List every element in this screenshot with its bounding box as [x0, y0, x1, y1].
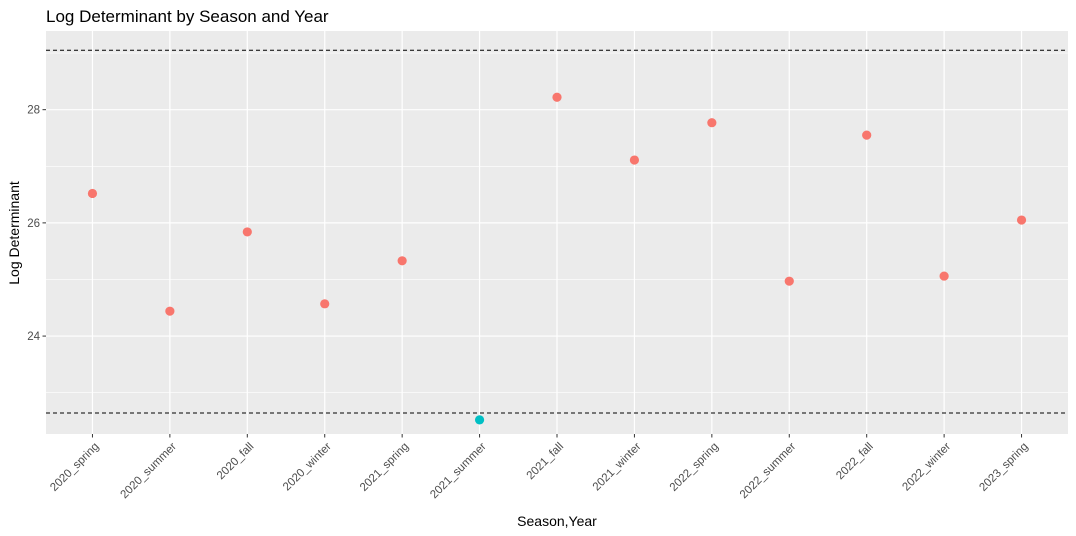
- y-axis: 24 26 28: [27, 105, 46, 343]
- data-points: [87, 92, 1027, 425]
- x-tick-label: 2022_summer: [738, 441, 799, 502]
- data-point: [707, 118, 717, 128]
- x-tick-label: 2022_fall: [834, 441, 875, 482]
- y-tick-label: 26: [27, 218, 40, 230]
- x-tick-label: 2021_winter: [591, 441, 644, 494]
- x-tick-label: 2022_winter: [900, 441, 953, 494]
- x-tick-label: 2020_summer: [119, 441, 180, 502]
- data-point: [862, 130, 872, 140]
- x-tick-label: 2020_spring: [48, 441, 101, 494]
- data-point: [242, 227, 252, 237]
- data-point: [629, 155, 640, 165]
- reference-lines: [46, 49, 1068, 414]
- y-axis-title: Log Determinant: [6, 181, 22, 285]
- y-tick-label: 28: [27, 105, 40, 117]
- y-tick-label: 24: [27, 331, 40, 343]
- x-tick-label: 2021_summer: [428, 441, 489, 502]
- x-tick-label: 2020_fall: [215, 441, 256, 482]
- x-tick-label: 2020_winter: [281, 441, 334, 494]
- x-tick-label: 2022_spring: [668, 441, 721, 494]
- data-point: [552, 92, 562, 102]
- data-point: [87, 188, 98, 199]
- data-point: [474, 415, 485, 425]
- data-point: [165, 306, 175, 316]
- chart-title: Log Determinant by Season and Year: [46, 7, 329, 26]
- x-axis: 2020_spring 2020_summer 2020_fall 2020_wint…: [48, 434, 1031, 502]
- data-point: [320, 299, 330, 309]
- data-point: [1016, 215, 1027, 225]
- data-point: [784, 276, 794, 286]
- data-point: [939, 271, 949, 281]
- x-axis-title: Season,Year: [517, 513, 597, 529]
- data-point: [397, 256, 407, 266]
- x-tick-label: 2021_fall: [525, 441, 566, 482]
- x-tick-label: 2023_spring: [977, 441, 1030, 494]
- x-tick-label: 2021_spring: [358, 441, 411, 494]
